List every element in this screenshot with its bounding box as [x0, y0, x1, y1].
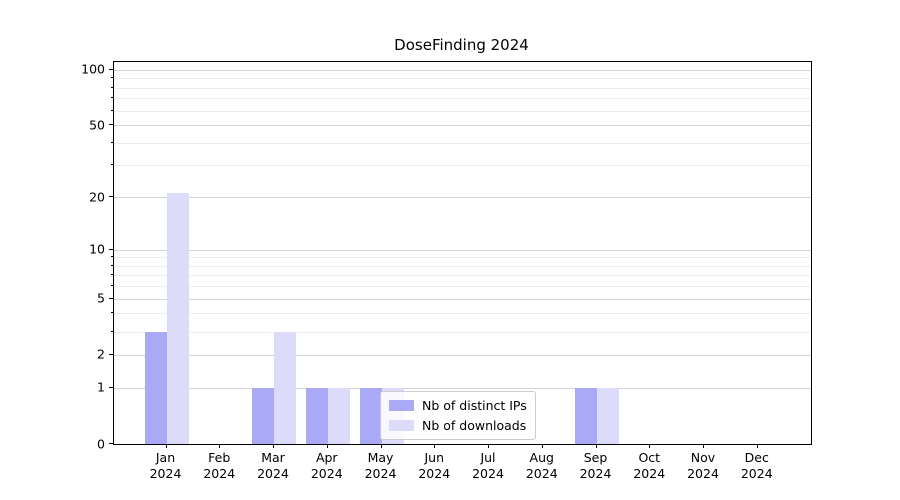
bar-downloads-jan	[166, 193, 189, 444]
gridline-major	[114, 298, 811, 300]
bar-ips-apr	[305, 387, 328, 444]
x-tick-mark	[273, 444, 274, 448]
y-tick-mark-minor	[111, 109, 113, 111]
y-tick-label-2: 2	[97, 346, 105, 362]
y-tick-mark-minor	[111, 312, 113, 314]
x-tick-mark	[165, 444, 167, 448]
gridline-major	[114, 387, 811, 389]
x-tick-mark	[703, 444, 704, 448]
y-tick-mark	[109, 297, 113, 299]
y-tick-label-10: 10	[89, 241, 105, 257]
y-tick-mark-minor	[111, 86, 113, 88]
x-tick-label-dec: Dec 2024	[740, 450, 773, 482]
y-tick-mark	[109, 68, 113, 70]
x-tick-mark	[326, 444, 328, 448]
y-tick-label-5: 5	[97, 290, 105, 306]
x-tick-label-feb: Feb 2024	[203, 450, 236, 482]
x-tick-mark	[595, 444, 597, 448]
legend-label-downloads: Nb of downloads	[422, 418, 527, 433]
legend-swatch-distinct-ips	[389, 400, 414, 411]
x-tick-mark	[219, 444, 221, 448]
x-tick-label-may: May 2024	[364, 450, 397, 482]
y-tick-label-100: 100	[81, 61, 105, 77]
y-tick-mark	[109, 124, 113, 126]
y-tick-mark-minor	[111, 141, 113, 143]
y-tick-mark-minor	[111, 285, 113, 287]
gridline-major	[114, 354, 811, 356]
x-tick-label-apr: Apr 2024	[310, 450, 343, 482]
y-tick-mark	[109, 443, 113, 444]
y-tick-label-20: 20	[89, 189, 105, 205]
bar-downloads-sep	[596, 387, 619, 444]
gridline-major	[114, 197, 811, 199]
x-tick-label-oct: Oct 2024	[633, 450, 666, 482]
x-tick-label-sep: Sep 2024	[579, 450, 612, 482]
gridline-minor	[114, 257, 811, 259]
y-tick-mark-minor	[111, 264, 113, 266]
bar-downloads-apr	[327, 387, 350, 444]
gridline-minor	[114, 286, 811, 288]
x-tick-label-nov: Nov 2024	[687, 450, 719, 482]
gridline-minor	[114, 275, 811, 277]
y-tick-label-1: 1	[97, 379, 105, 395]
y-tick-mark-minor	[111, 77, 113, 79]
gridline-minor	[114, 313, 811, 315]
y-tick-mark-minor	[111, 97, 113, 99]
x-tick-mark	[541, 444, 543, 448]
x-tick-label-mar: Mar 2024	[257, 450, 289, 482]
y-tick-mark	[109, 353, 113, 355]
x-tick-mark	[488, 444, 489, 448]
gridline-minor	[114, 87, 811, 89]
gridline-minor	[114, 331, 811, 333]
bar-ips-jan	[144, 331, 167, 444]
gridline-minor	[114, 265, 811, 267]
legend-label-distinct-ips: Nb of distinct IPs	[422, 398, 527, 413]
y-tick-label-50: 50	[89, 117, 105, 133]
legend-entry-downloads: Nb of downloads	[389, 418, 527, 433]
gridline-minor	[114, 98, 811, 100]
plot-area	[113, 61, 812, 445]
x-tick-mark	[649, 444, 651, 448]
gridline-minor	[114, 142, 811, 144]
x-tick-mark	[434, 444, 436, 448]
y-tick-mark	[109, 386, 113, 388]
gridline-minor	[114, 165, 811, 167]
gridline-major	[114, 69, 811, 71]
chart-title: DoseFinding 2024	[394, 36, 529, 54]
y-tick-mark	[109, 196, 113, 198]
bar-ips-mar	[252, 387, 274, 444]
gridline-major	[114, 125, 811, 127]
bar-ips-sep	[574, 387, 597, 444]
x-tick-mark	[380, 444, 382, 448]
x-tick-label-aug: Aug 2024	[525, 450, 558, 482]
y-tick-mark-minor	[111, 164, 113, 166]
y-tick-mark-minor	[111, 256, 113, 258]
y-tick-mark	[109, 248, 113, 250]
y-tick-mark-minor	[111, 330, 113, 332]
gridline-major	[114, 249, 811, 251]
y-tick-mark-minor	[111, 274, 113, 276]
bar-downloads-mar	[274, 331, 296, 444]
legend-entry-distinct-ips: Nb of distinct IPs	[389, 398, 527, 413]
bar-ips-may	[359, 387, 382, 444]
x-tick-label-jun: Jun 2024	[418, 450, 451, 482]
x-tick-mark	[756, 444, 758, 448]
gridline-minor	[114, 110, 811, 112]
x-tick-label-jul: Jul 2024	[472, 450, 504, 482]
legend-swatch-downloads	[389, 420, 414, 431]
x-tick-label-jan: Jan 2024	[149, 450, 182, 482]
gridline-minor	[114, 78, 811, 80]
legend: Nb of distinct IPs Nb of downloads	[380, 391, 536, 440]
y-tick-label-0: 0	[97, 436, 105, 451]
